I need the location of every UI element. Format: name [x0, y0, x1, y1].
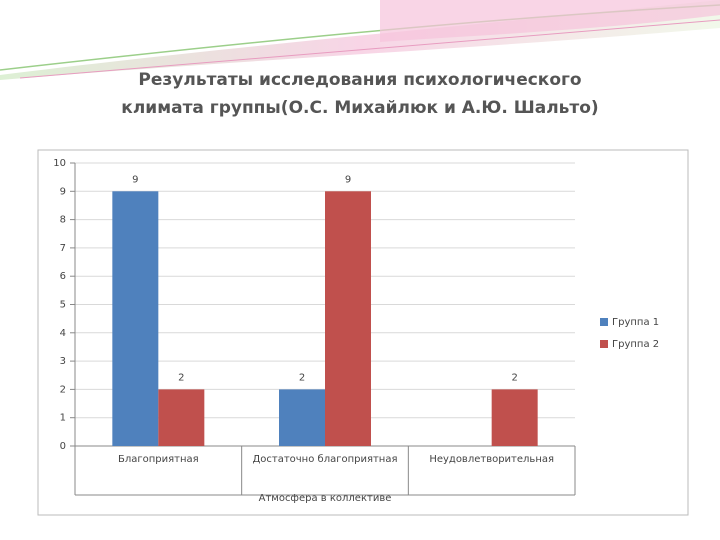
- y-tick-label: 6: [60, 271, 66, 282]
- data-label: 9: [345, 174, 351, 185]
- data-label: 2: [511, 372, 517, 383]
- y-tick-label: 8: [60, 215, 66, 226]
- y-tick-label: 9: [60, 186, 66, 197]
- x-tick-label: Неудовлетворительная: [429, 454, 554, 465]
- decoration: [0, 0, 720, 80]
- legend-label: Группа 1: [612, 317, 659, 328]
- bar: [158, 389, 205, 446]
- bar: [325, 191, 371, 446]
- legend-label: Группа 2: [612, 339, 659, 350]
- x-axis-title: Атмосфера в коллективе: [258, 493, 392, 504]
- y-tick-label: 2: [60, 384, 66, 395]
- legend-swatch: [600, 340, 608, 348]
- x-tick-label: Благоприятная: [117, 454, 199, 465]
- y-tick-label: 7: [60, 243, 66, 254]
- y-tick-label: 1: [60, 413, 66, 424]
- bar: [491, 389, 538, 446]
- bar: [279, 389, 325, 446]
- chart-title: Результаты исследования психологического…: [121, 70, 599, 118]
- data-label: 2: [178, 372, 184, 383]
- legend-swatch: [600, 318, 608, 326]
- y-tick-label: 0: [60, 441, 66, 452]
- data-label: 2: [299, 372, 305, 383]
- y-tick-label: 5: [60, 300, 66, 311]
- y-tick-label: 3: [60, 356, 66, 367]
- bar: [112, 191, 159, 446]
- x-tick-label: Достаточно благоприятная: [252, 454, 398, 465]
- y-tick-label: 4: [60, 328, 66, 339]
- y-tick-label: 10: [53, 158, 66, 169]
- data-label: 9: [132, 174, 138, 185]
